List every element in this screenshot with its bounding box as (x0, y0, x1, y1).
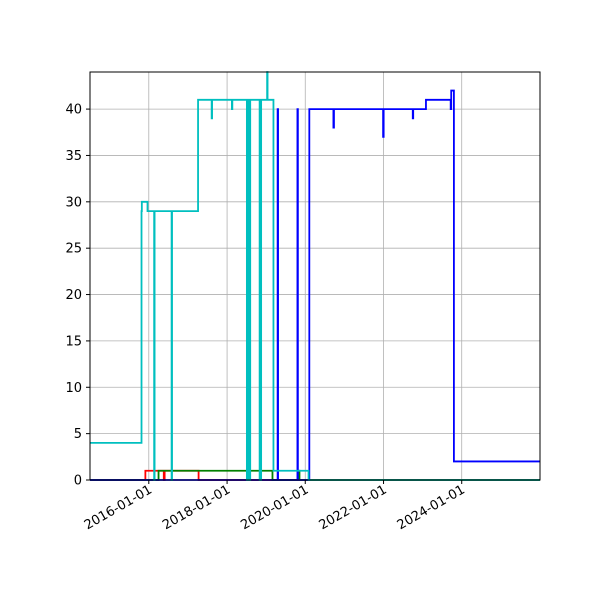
series-lines (90, 71, 540, 481)
series-cyan-line (90, 71, 540, 481)
x-tick-label: 2022-01-01 (317, 482, 390, 533)
y-tick-label: 40 (65, 103, 82, 118)
y-tick-label: 0 (74, 474, 82, 489)
grid-lines (90, 72, 540, 481)
y-tick-label: 35 (65, 149, 82, 164)
y-tick-label: 25 (65, 242, 82, 257)
series-green-line (90, 469, 540, 481)
x-tick-labels: 2016-01-01 2018-01-01 2020-01-01 2022-01-01… (82, 482, 468, 533)
axis-ticks (86, 108, 463, 484)
x-tick-label: 2024-01-01 (395, 482, 468, 533)
series-blue-line (90, 89, 540, 481)
axes-frame (89, 71, 541, 481)
y-tick-label: 10 (65, 381, 82, 396)
y-tick-label: 5 (74, 427, 82, 442)
y-tick-label: 20 (65, 288, 82, 303)
y-tick-label: 30 (65, 195, 82, 210)
y-tick-label: 15 (65, 334, 82, 349)
x-tick-label: 2016-01-01 (82, 482, 155, 533)
x-tick-label: 2018-01-01 (160, 482, 233, 533)
x-tick-label: 2020-01-01 (238, 482, 311, 533)
series-red-line (90, 469, 540, 481)
y-tick-labels: 0 5 10 15 20 25 30 35 40 (65, 103, 82, 489)
